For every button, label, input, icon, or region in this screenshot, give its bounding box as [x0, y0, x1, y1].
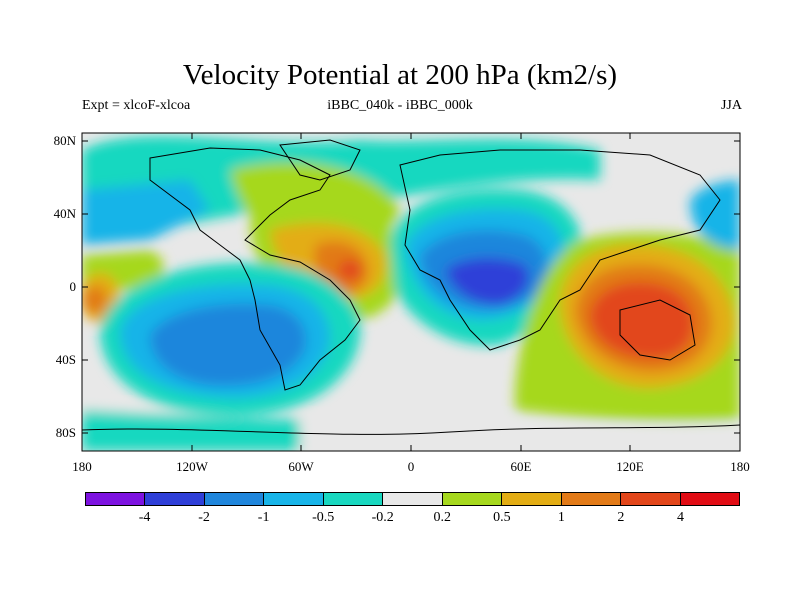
colorbar-label: -2 — [198, 510, 210, 525]
lat-tick-label: 40N — [53, 206, 76, 221]
lat-tick-label: 80N — [53, 133, 76, 148]
colorbar-label: 0.5 — [493, 510, 511, 525]
lat-tick-label: 40S — [55, 352, 76, 367]
australia-outline — [619, 299, 696, 361]
colorbar-label: -4 — [138, 510, 151, 525]
colorbar-label: 0.2 — [433, 510, 452, 525]
colorbar-swatch — [86, 493, 146, 505]
eurasia-africa-outline — [399, 149, 721, 351]
colorbar-label: -0.2 — [371, 510, 394, 525]
contour-fill-layer — [82, 136, 740, 451]
lat-tick-label: 0 — [69, 279, 77, 294]
lon-tick-label: 180 — [730, 459, 750, 474]
lon-tick-label: 120W — [176, 459, 208, 474]
colorbar-swatch — [621, 493, 681, 505]
colorbar-swatch — [204, 493, 265, 505]
map-title: Velocity Potential at 200 hPa (km2/s) — [182, 59, 618, 91]
colorbar-swatch — [561, 493, 622, 505]
colorbar-label: -0.5 — [312, 510, 335, 525]
greenland-outline — [279, 139, 361, 181]
colorbar-swatch — [145, 493, 205, 505]
colorbar-swatch — [680, 493, 739, 505]
lon-tick-label: 60W — [288, 459, 314, 474]
colorbar-swatch — [323, 493, 384, 505]
lon-tick-label: 180 — [72, 459, 92, 474]
colorbar-swatch — [383, 493, 443, 505]
lon-tick-label: 120E — [616, 459, 644, 474]
comparison-label: iBBC_040k - iBBC_000k — [327, 98, 473, 113]
tick-marks — [81, 133, 741, 451]
antarctica-outline — [82, 424, 740, 435]
experiment-label: Expt = xlcoF-xlcoa — [82, 98, 191, 113]
colorbar-label: 2 — [617, 510, 625, 525]
colorbar-label: -1 — [257, 510, 270, 525]
colorbar-label: 4 — [676, 510, 684, 525]
americas-outline — [149, 147, 361, 391]
lon-tick-label: 60E — [510, 459, 532, 474]
colorbar-swatch — [442, 493, 503, 505]
coastline-layer — [82, 139, 740, 435]
lat-tick-label: 80S — [55, 425, 76, 440]
season-label: JJA — [720, 98, 742, 113]
colorbar-label: 1 — [557, 510, 565, 525]
colorbar — [85, 492, 740, 506]
colorbar-swatch — [264, 493, 324, 505]
lon-tick-label: 0 — [407, 459, 415, 474]
colorbar-swatch — [502, 493, 562, 505]
